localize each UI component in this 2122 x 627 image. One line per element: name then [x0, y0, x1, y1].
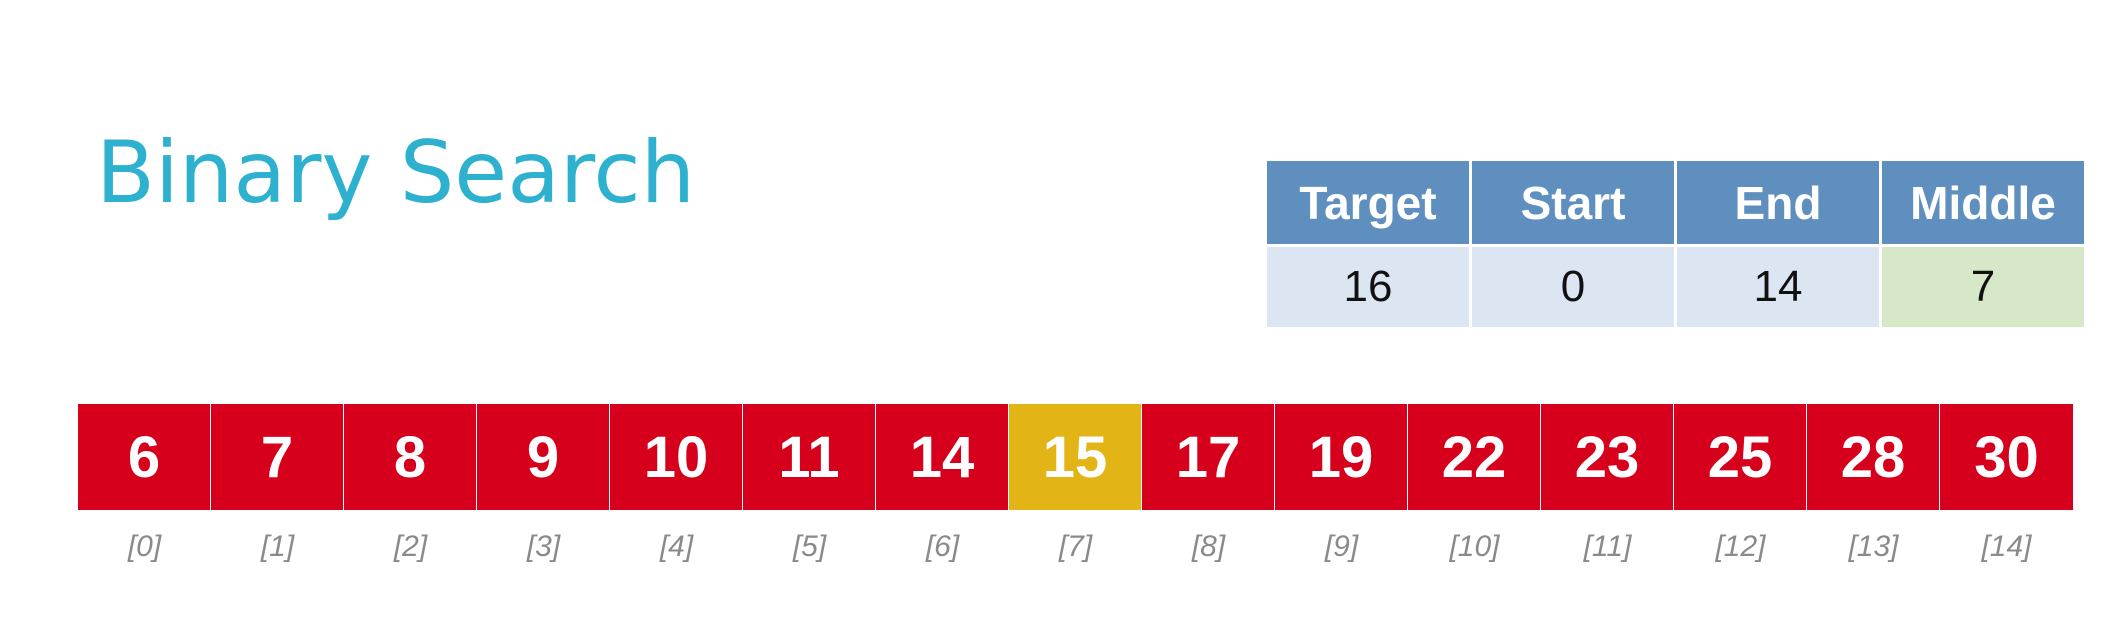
header-target: Target [1267, 161, 1469, 244]
value-end: 14 [1677, 247, 1879, 327]
array-row: 6 7 8 9 10 11 14 15 17 19 22 23 25 28 30 [78, 404, 2073, 510]
array-cell: 25 [1674, 404, 1807, 510]
variables-value-row: 16 0 14 7 [1267, 247, 2084, 327]
array-index-label: [10] [1449, 530, 1500, 563]
array-cell: 14 [876, 404, 1009, 510]
array-cell: 11 [743, 404, 876, 510]
variables-header-row: Target Start End Middle [1267, 161, 2084, 244]
array-cell: 28 [1807, 404, 1940, 510]
page-title: Binary Search [96, 123, 696, 223]
value-middle: 7 [1882, 247, 2084, 327]
index-row: [0] [1] [2] [3] [4] [5] [6] [7] [8] [9] [10] [11] [1… [78, 530, 2073, 564]
array-index-label: [3] [526, 530, 561, 563]
array-cell: 7 [211, 404, 344, 510]
array-index-label: [7] [1058, 530, 1093, 563]
array-index-label: [4] [659, 530, 694, 563]
value-start: 0 [1472, 247, 1674, 327]
array-index-label: [13] [1848, 530, 1899, 563]
array-index-label: [11] [1583, 530, 1632, 563]
array-index-label: [0] [127, 530, 162, 563]
array-cell: 19 [1275, 404, 1408, 510]
header-middle: Middle [1882, 161, 2084, 244]
array-index-label: [6] [925, 530, 960, 563]
header-start: Start [1472, 161, 1674, 244]
array-cell: 9 [477, 404, 610, 510]
array-index-label: [9] [1324, 530, 1359, 563]
array-index-label: [5] [792, 530, 827, 563]
array-index-label: [8] [1191, 530, 1226, 563]
array-cell: 23 [1541, 404, 1674, 510]
array-index-label: [1] [260, 530, 295, 563]
array-index-label: [12] [1715, 530, 1766, 563]
array-cell-middle: 15 [1009, 404, 1142, 510]
array-cell: 6 [78, 404, 211, 510]
variables-table: Target Start End Middle 16 0 14 7 [1264, 158, 2087, 330]
value-target: 16 [1267, 247, 1469, 327]
array-cell: 8 [344, 404, 477, 510]
header-end: End [1677, 161, 1879, 244]
array-cell: 17 [1142, 404, 1275, 510]
array-cell: 22 [1408, 404, 1541, 510]
array-index-label: [14] [1981, 530, 2032, 563]
array-cell: 30 [1940, 404, 2073, 510]
array-cell: 10 [610, 404, 743, 510]
array-index-label: [2] [393, 530, 428, 563]
